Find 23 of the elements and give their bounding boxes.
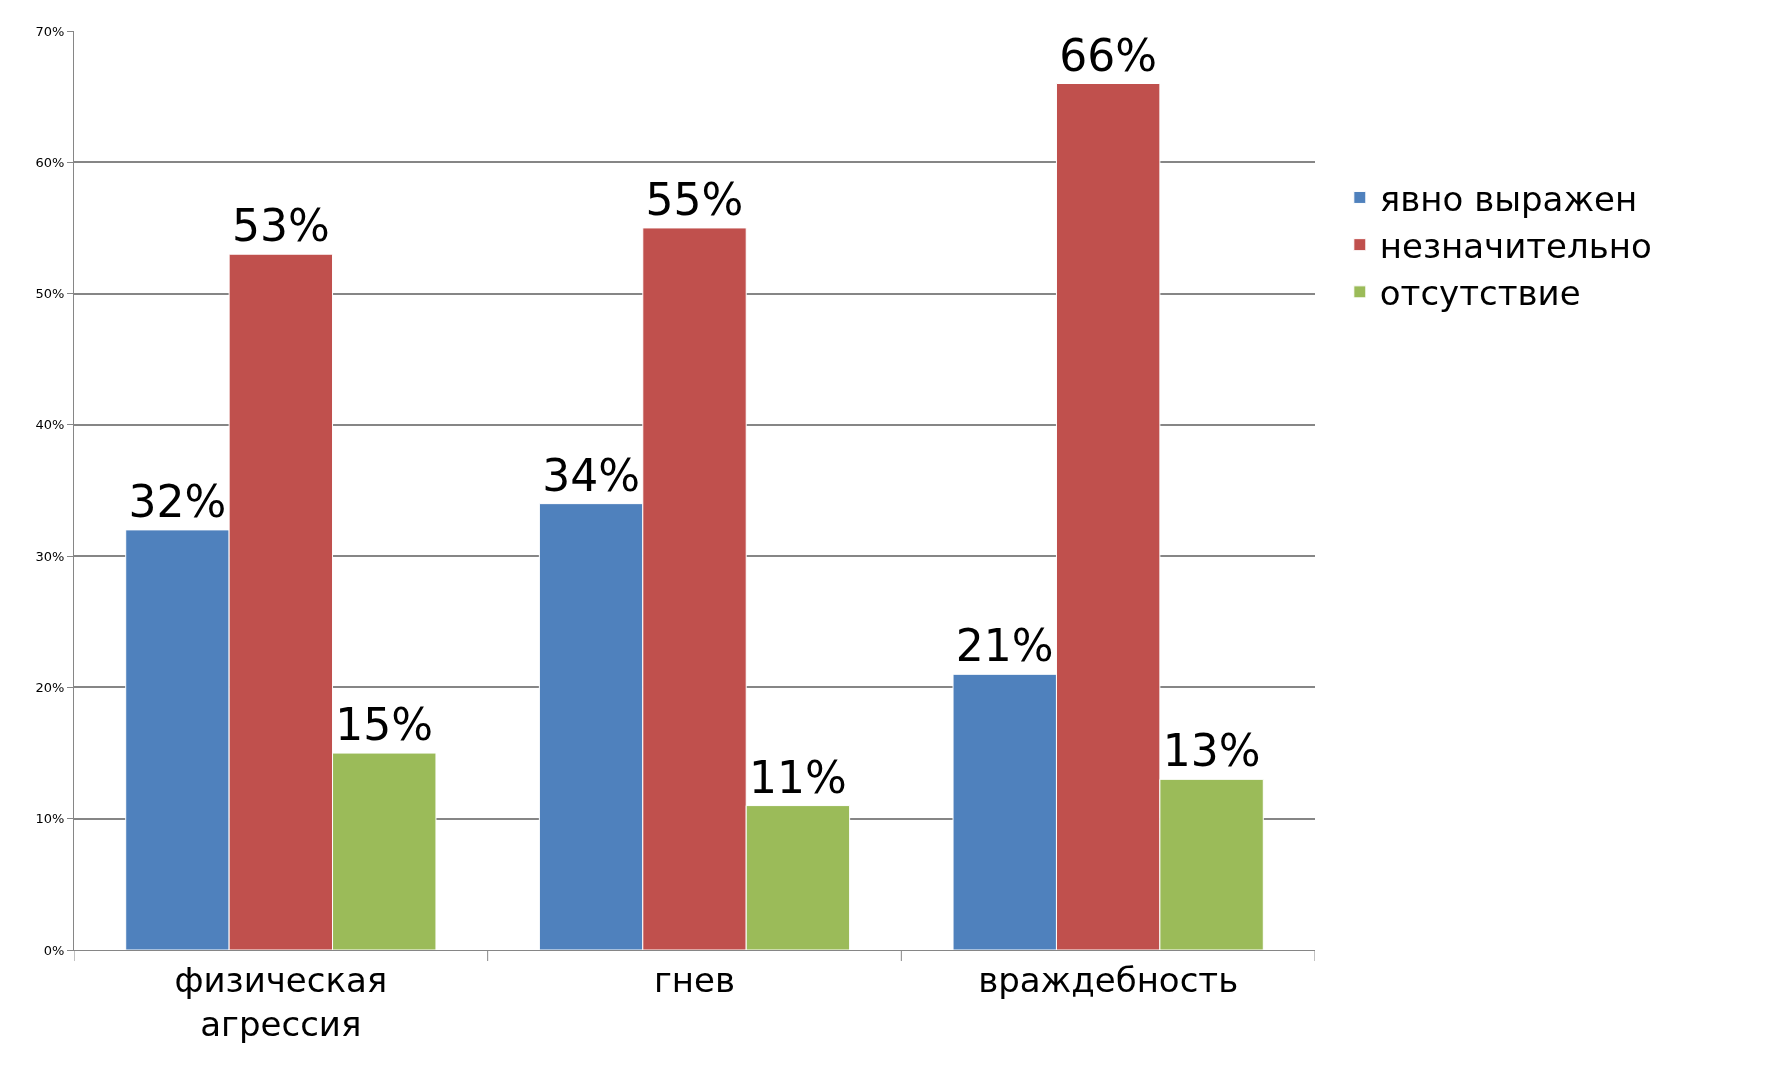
y-tick-label: 50%	[35, 286, 65, 302]
legend-label: незначительно	[1379, 225, 1652, 266]
legend-label: явно выражен	[1379, 178, 1638, 219]
y-tick-label: 10%	[35, 811, 65, 827]
y-tick-label: 40%	[35, 417, 65, 433]
y-tick-label: 70%	[35, 23, 65, 39]
x-tick-label: гнев	[653, 959, 736, 1000]
y-tick-label: 60%	[35, 154, 65, 170]
data-label: 32%	[128, 475, 227, 527]
x-tick-label: физическая агрессия	[174, 959, 388, 1044]
data-label: 55%	[645, 173, 744, 225]
data-label: 11%	[749, 751, 847, 803]
y-tick-label: 30%	[35, 548, 65, 564]
data-label: 53%	[231, 200, 330, 252]
data-label: 21%	[955, 620, 1054, 672]
legend-label: отсутствие	[1379, 273, 1581, 314]
y-tick-label: 0%	[43, 942, 65, 958]
data-label: 34%	[542, 449, 640, 501]
data-label: 66%	[1059, 29, 1158, 81]
x-tick-label: враждебность	[978, 959, 1239, 1000]
y-tick-label: 20%	[35, 679, 65, 695]
data-label: 15%	[335, 699, 434, 751]
data-label: 13%	[1162, 725, 1261, 777]
